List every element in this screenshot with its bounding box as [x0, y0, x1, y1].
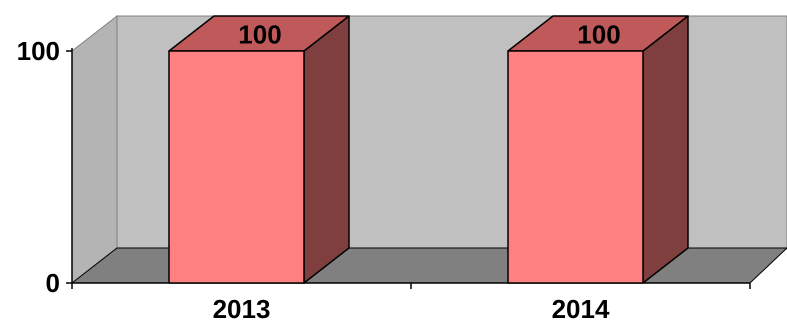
side-wall — [71, 14, 118, 285]
x-tick-label-2014: 2014 — [552, 294, 610, 324]
bar-2013 — [168, 50, 305, 284]
y-tick-label-bottom: 0 — [46, 268, 60, 298]
bar-2014 — [507, 50, 644, 284]
x-tick-label-2013: 2013 — [213, 294, 271, 324]
bars-group: 100 2013 100 2014 — [168, 15, 689, 324]
y-tick-label-top: 100 — [17, 36, 60, 66]
data-label-2013: 100 — [238, 20, 281, 50]
bar-side-2014 — [642, 15, 689, 284]
data-label-2014: 100 — [577, 20, 620, 50]
bar-side-2013 — [303, 15, 350, 284]
